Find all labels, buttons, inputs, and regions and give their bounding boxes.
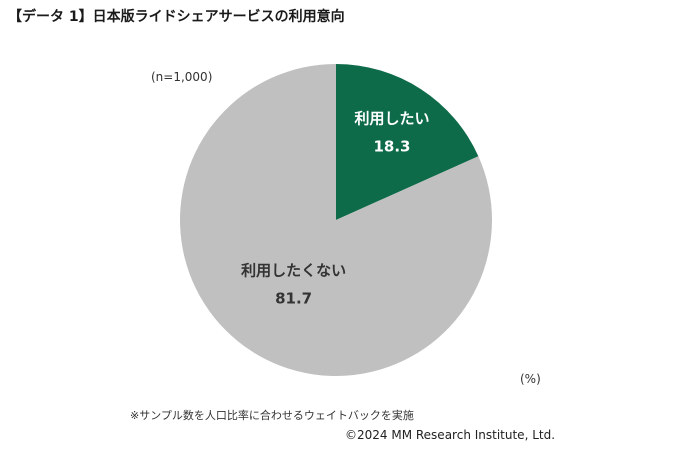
copyright: ©2024 MM Research Institute, Ltd. — [345, 428, 556, 442]
unit-label: (%) — [520, 372, 541, 386]
slice-value-label: 18.3 — [373, 138, 410, 156]
slice-category-label: 利用したい — [354, 110, 429, 128]
pie-slice-want-to-use — [336, 64, 479, 220]
pie-slices — [180, 64, 493, 376]
pie-labels: 利用したい 18.3 利用したくない 81.7 — [241, 110, 429, 308]
sample-size-label: (n=1,000) — [151, 70, 213, 84]
footnote: ※サンプル数を人口比率に合わせるウェイトバックを実施 — [130, 409, 414, 422]
slice-value-label: 81.7 — [275, 289, 312, 307]
slice-category-label: 利用したくない — [241, 261, 346, 279]
pie-slice-do-not-want-to-use — [180, 64, 493, 376]
chart-title: 【データ 1】日本版ライドシェアサービスの利用意向 — [8, 9, 345, 25]
